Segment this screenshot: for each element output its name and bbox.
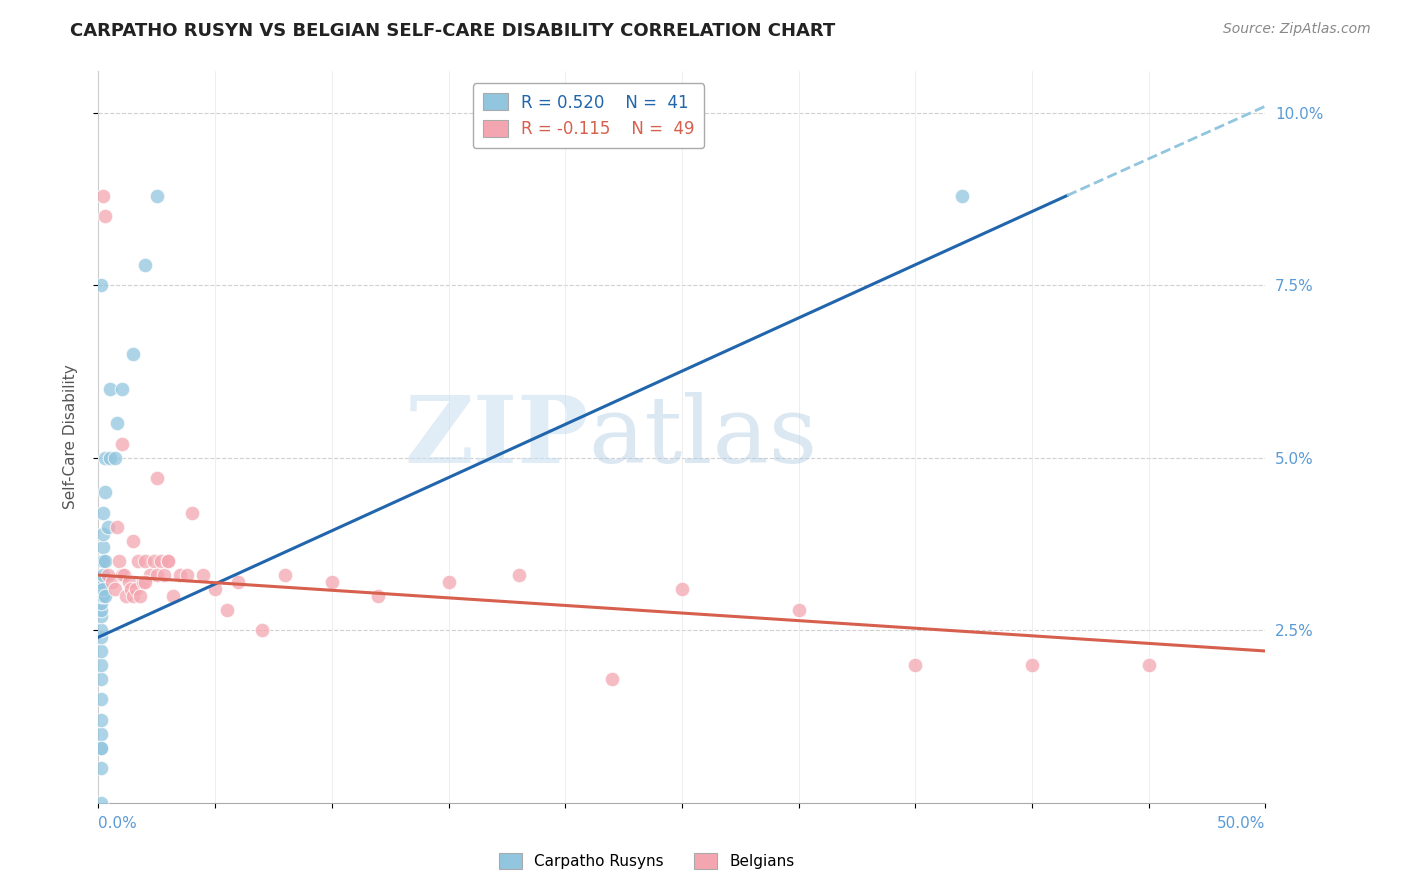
Point [228, 574, 250, 589]
Point [94, 450, 117, 465]
Point [91, 568, 114, 582]
Point [150, 554, 173, 568]
Point [146, 568, 169, 582]
Point [91, 506, 114, 520]
Point [90, 554, 112, 568]
Point [120, 582, 142, 596]
Point [1021, 657, 1043, 672]
Point [98, 450, 121, 465]
Point [108, 554, 131, 568]
Text: Source: ZipAtlas.com: Source: ZipAtlas.com [1223, 22, 1371, 37]
Point [90, 609, 112, 624]
Point [104, 582, 127, 596]
Point [274, 568, 297, 582]
Point [90, 692, 112, 706]
Point [97, 520, 120, 534]
Point [91, 554, 114, 568]
Point [90, 596, 112, 610]
Point [367, 589, 389, 603]
Point [91, 541, 114, 555]
Point [94, 485, 117, 500]
Point [132, 574, 155, 589]
Point [129, 589, 152, 603]
Point [105, 417, 128, 431]
Point [146, 471, 169, 485]
Point [90, 624, 112, 638]
Point [127, 554, 149, 568]
Text: 50.0%: 50.0% [1218, 816, 1265, 831]
Point [94, 554, 117, 568]
Point [215, 602, 238, 616]
Point [91, 589, 114, 603]
Point [105, 520, 128, 534]
Point [162, 589, 184, 603]
Point [90, 644, 112, 658]
Point [104, 450, 127, 465]
Point [250, 624, 273, 638]
Point [176, 568, 198, 582]
Point [90, 278, 112, 293]
Point [91, 526, 114, 541]
Point [180, 506, 202, 520]
Point [600, 672, 623, 686]
Point [508, 568, 530, 582]
Point [111, 437, 134, 451]
Point [90, 574, 112, 589]
Point [90, 657, 112, 672]
Point [101, 574, 124, 589]
Point [152, 568, 174, 582]
Point [134, 258, 156, 272]
Point [1137, 657, 1160, 672]
Point [671, 582, 693, 596]
Point [90, 602, 112, 616]
Point [146, 188, 169, 202]
Point [787, 602, 810, 616]
Point [134, 574, 156, 589]
Text: ZIP: ZIP [405, 392, 589, 482]
Point [125, 582, 148, 596]
Point [94, 589, 117, 603]
Point [157, 554, 180, 568]
Point [122, 347, 145, 361]
Point [90, 796, 112, 810]
Point [204, 582, 226, 596]
Point [90, 740, 112, 755]
Point [91, 188, 114, 202]
Legend: Carpatho Rusyns, Belgians: Carpatho Rusyns, Belgians [492, 847, 801, 875]
Point [169, 568, 191, 582]
Point [437, 574, 460, 589]
Point [143, 554, 166, 568]
Point [950, 188, 973, 202]
Point [90, 630, 112, 644]
Point [90, 589, 112, 603]
Point [122, 533, 145, 548]
Point [98, 382, 121, 396]
Point [90, 740, 112, 755]
Point [321, 574, 343, 589]
Point [115, 589, 138, 603]
Point [111, 568, 134, 582]
Point [111, 382, 134, 396]
Point [112, 568, 135, 582]
Point [904, 657, 927, 672]
Point [90, 761, 112, 775]
Point [157, 554, 180, 568]
Point [193, 568, 215, 582]
Text: atlas: atlas [589, 392, 818, 482]
Legend: R = 0.520    N =  41, R = -0.115    N =  49: R = 0.520 N = 41, R = -0.115 N = 49 [472, 83, 704, 148]
Point [90, 672, 112, 686]
Point [90, 582, 112, 596]
Point [97, 568, 120, 582]
Point [90, 713, 112, 727]
Point [90, 727, 112, 741]
Point [118, 574, 141, 589]
Text: 0.0%: 0.0% [98, 816, 138, 831]
Point [94, 209, 117, 223]
Point [134, 554, 156, 568]
Text: CARPATHO RUSYN VS BELGIAN SELF-CARE DISABILITY CORRELATION CHART: CARPATHO RUSYN VS BELGIAN SELF-CARE DISA… [70, 22, 835, 40]
Point [139, 568, 162, 582]
Point [91, 582, 114, 596]
Point [122, 589, 145, 603]
Y-axis label: Self-Care Disability: Self-Care Disability [63, 365, 77, 509]
